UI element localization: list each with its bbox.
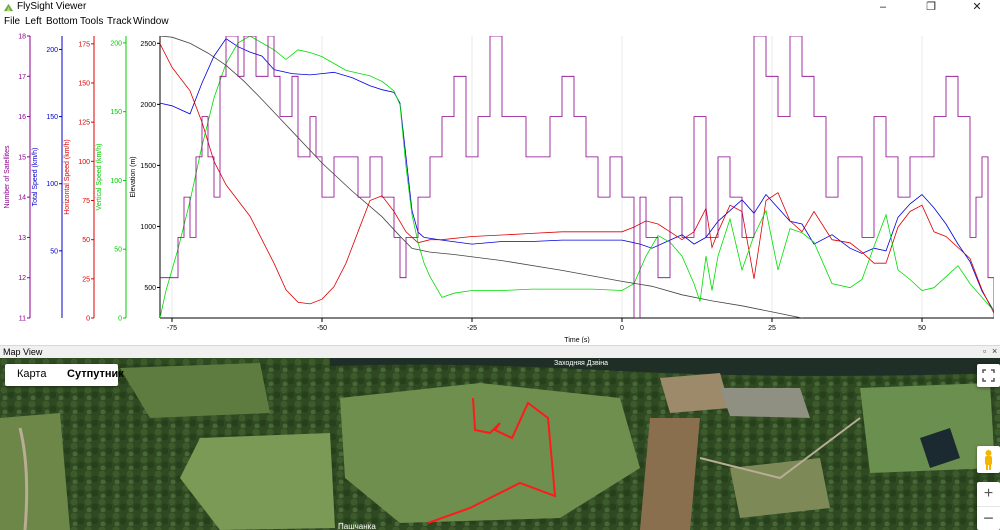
menu-bottom[interactable]: Bottom [46, 16, 78, 27]
zoom-control: + − [977, 482, 1000, 530]
dock-close-icon[interactable]: × [992, 346, 998, 356]
y-tick-label: 100 [110, 178, 122, 185]
y-tick-label: 150 [78, 81, 90, 88]
x-tick-label: -50 [317, 325, 327, 332]
street-view-button[interactable] [977, 446, 1000, 473]
app-icon [3, 3, 14, 12]
menu-tools[interactable]: Tools [80, 16, 104, 27]
flight-track [427, 397, 557, 524]
pegman-icon [985, 450, 992, 470]
y-tick-label: 18 [18, 34, 26, 41]
x-tick-label: -25 [467, 325, 477, 332]
y-axis-label: Number of Satellites [4, 145, 11, 209]
y-tick-label: 50 [114, 247, 122, 254]
y-tick-label: 1000 [140, 224, 156, 231]
map-type-map-button[interactable]: Карта [17, 368, 47, 380]
series-line [160, 36, 805, 318]
y-tick-label: 50 [82, 237, 90, 244]
fullscreen-icon [982, 369, 995, 382]
series-line [160, 38, 994, 312]
y-tick-label: 175 [78, 41, 90, 48]
y-tick-label: 500 [144, 285, 156, 292]
minimize-button[interactable]: – [879, 1, 887, 13]
map-imagery: Заходняя Дзвіна Пашчанка [0, 358, 1000, 530]
y-tick-label: 50 [50, 248, 58, 255]
y-tick-label: 0 [118, 316, 122, 323]
x-tick-label: 50 [918, 325, 926, 332]
zoom-out-button[interactable]: − [977, 506, 1000, 530]
y-tick-label: 100 [78, 159, 90, 166]
menu-bar: File Left Bottom Tools Track Window [0, 15, 1000, 30]
y-axis-label: Total Speed (km/h) [32, 148, 39, 207]
x-tick-label: -75 [167, 325, 177, 332]
x-tick-label: 0 [620, 325, 624, 332]
y-tick-label: 150 [46, 114, 58, 121]
y-tick-label: 1500 [140, 163, 156, 170]
y-axis-label: Elevation (m) [130, 156, 137, 197]
map-type-control: Карта Сутпутник [5, 364, 124, 386]
y-tick-label: 0 [86, 316, 90, 323]
y-axis-label: Horizontal Speed (km/h) [64, 139, 71, 214]
series-line [160, 36, 994, 318]
close-button[interactable]: ✕ [972, 1, 982, 13]
y-axis-label: Vertical Speed (km/h) [96, 144, 103, 211]
y-tick-label: 2000 [140, 102, 156, 109]
y-tick-label: 100 [46, 181, 58, 188]
y-tick-label: 125 [78, 120, 90, 127]
y-tick-label: 16 [18, 114, 26, 121]
zoom-in-button[interactable]: + [983, 485, 994, 502]
menu-file[interactable]: File [4, 16, 21, 27]
chart-svg[interactable]: -75 -50 -25 0 25 50 Time (s) 11 12 13 14 15 16 17 18 Nu… [0, 30, 1000, 344]
y-tick-label: 2500 [140, 41, 156, 48]
y-tick-label: 15 [18, 154, 26, 161]
y-tick-label: 200 [46, 47, 58, 54]
map-view-header: Map View ▫ × [0, 345, 1000, 358]
menu-left[interactable]: Left [25, 16, 42, 27]
y-tick-label: 75 [82, 198, 90, 205]
y-tick-label: 12 [18, 275, 26, 282]
y-tick-label: 150 [110, 109, 122, 116]
fullscreen-button[interactable] [977, 364, 1000, 387]
plot-area[interactable]: -75 -50 -25 0 25 50 Time (s) 11 12 13 14 15 16 17 18 Nu… [0, 30, 1000, 344]
menu-track[interactable]: Track [107, 16, 132, 27]
y-tick-label: 25 [82, 276, 90, 283]
place-label-river: Заходняя Дзвіна [554, 359, 608, 367]
title-bar: FlySight Viewer – ❐ ✕ [0, 0, 1000, 15]
series-line [160, 36, 994, 318]
place-label-village: Пашчанка [338, 522, 376, 530]
map-type-satellite-button[interactable]: Сутпутник [67, 368, 124, 380]
x-tick-label: 25 [768, 325, 776, 332]
y-tick-label: 17 [18, 74, 26, 81]
y-tick-label: 13 [18, 235, 26, 242]
satellite-map[interactable]: Заходняя Дзвіна Пашчанка [0, 358, 1000, 530]
map-view-title: Map View [3, 347, 43, 357]
window-title: FlySight Viewer [17, 1, 87, 12]
dock-float-icon[interactable]: ▫ [983, 346, 987, 356]
field-area [340, 383, 640, 523]
menu-window[interactable]: Window [133, 16, 169, 27]
y-tick-label: 11 [19, 316, 26, 323]
x-axis-label: Time (s) [564, 337, 589, 343]
y-tick-label: 14 [18, 195, 26, 202]
y-tick-label: 200 [110, 40, 122, 47]
maximize-button[interactable]: ❐ [926, 1, 936, 13]
